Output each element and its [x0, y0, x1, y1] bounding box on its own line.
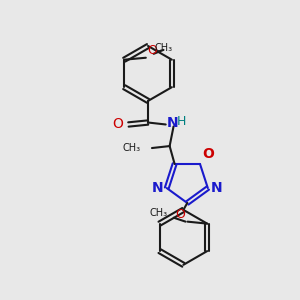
Text: H: H	[176, 115, 186, 128]
Text: N: N	[167, 116, 178, 130]
Text: N: N	[211, 181, 222, 195]
Text: CH₃: CH₃	[122, 143, 140, 153]
Text: O: O	[202, 147, 214, 161]
Text: O: O	[176, 208, 186, 221]
Text: N: N	[152, 181, 164, 195]
Text: CH₃: CH₃	[155, 43, 173, 53]
Text: CH₃: CH₃	[150, 208, 168, 218]
Text: O: O	[112, 118, 123, 131]
Text: O: O	[147, 44, 157, 57]
